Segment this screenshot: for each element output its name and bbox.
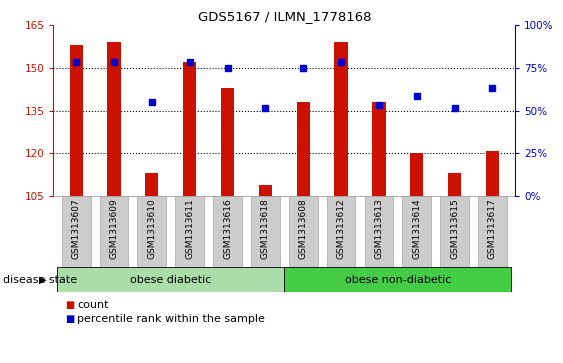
Bar	[100, 196, 128, 267]
Text: GSM1313613: GSM1313613	[374, 198, 383, 259]
Text: GSM1313611: GSM1313611	[185, 198, 194, 259]
Text: GSM1313617: GSM1313617	[488, 198, 497, 259]
Text: percentile rank within the sample: percentile rank within the sample	[77, 314, 265, 325]
Bar	[297, 102, 310, 196]
Bar	[284, 267, 511, 292]
Bar	[478, 196, 507, 267]
Bar	[372, 102, 386, 196]
Bar	[108, 42, 120, 196]
Bar	[251, 196, 280, 267]
Bar	[289, 196, 318, 267]
Bar	[259, 185, 272, 196]
Bar	[486, 151, 499, 196]
Text: GSM1313607: GSM1313607	[72, 198, 81, 259]
Bar	[410, 153, 423, 196]
Bar	[175, 196, 204, 267]
Bar	[57, 267, 284, 292]
Text: disease state: disease state	[3, 274, 77, 285]
Text: GSM1313609: GSM1313609	[110, 198, 119, 259]
Text: GSM1313608: GSM1313608	[299, 198, 308, 259]
Bar	[221, 88, 234, 196]
Text: GSM1313612: GSM1313612	[337, 198, 346, 259]
Bar	[440, 196, 469, 267]
Bar	[403, 196, 431, 267]
Bar	[137, 196, 166, 267]
Text: GSM1313616: GSM1313616	[223, 198, 232, 259]
Text: GSM1313615: GSM1313615	[450, 198, 459, 259]
Text: ▶: ▶	[39, 274, 47, 285]
Text: obese diabetic: obese diabetic	[130, 274, 212, 285]
Bar	[183, 62, 196, 196]
Bar	[327, 196, 355, 267]
Bar	[213, 196, 242, 267]
Bar	[334, 42, 348, 196]
Text: ■: ■	[65, 314, 74, 325]
Bar	[145, 173, 159, 196]
Title: GDS5167 / ILMN_1778168: GDS5167 / ILMN_1778168	[198, 10, 371, 23]
Bar	[448, 173, 461, 196]
Text: GSM1313618: GSM1313618	[261, 198, 270, 259]
Text: GSM1313610: GSM1313610	[148, 198, 157, 259]
Text: count: count	[77, 300, 109, 310]
Bar	[364, 196, 394, 267]
Text: obese non-diabetic: obese non-diabetic	[345, 274, 451, 285]
Bar	[70, 45, 83, 196]
Text: GSM1313614: GSM1313614	[412, 198, 421, 259]
Bar	[62, 196, 91, 267]
Text: ■: ■	[65, 300, 74, 310]
